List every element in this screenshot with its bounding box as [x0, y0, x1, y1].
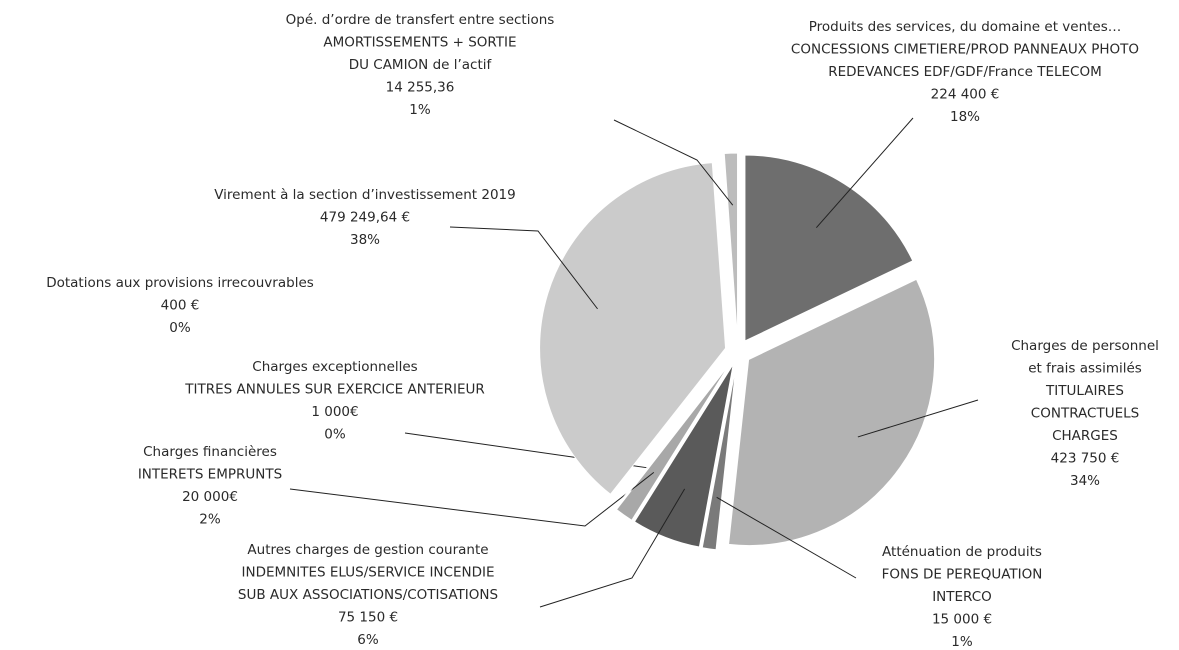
pie-slice — [723, 152, 739, 340]
share-label: 1% — [409, 102, 431, 118]
pie-slice — [744, 154, 914, 342]
value-label: 224 400 € — [931, 87, 1000, 103]
slice-label: et frais assimilés — [1028, 361, 1142, 377]
slice-label: INTERCO — [932, 589, 992, 605]
leader-line — [539, 488, 686, 608]
slice-label: TITULAIRES — [1045, 383, 1124, 399]
pie-slice — [701, 364, 737, 551]
slice-label: TITRES ANNULES SUR EXERCICE ANTERIEUR — [184, 382, 485, 398]
slice-label: DU CAMION de l’actif — [349, 57, 493, 73]
share-label: 34% — [1070, 473, 1100, 489]
slice-label: INDEMNITES ELUS/SERVICE INCENDIE — [242, 565, 495, 581]
share-label: 2% — [199, 512, 221, 528]
value-label: 14 255,36 — [386, 80, 455, 96]
share-label: 38% — [350, 232, 380, 248]
value-label: 400 € — [161, 298, 200, 314]
slice-label: REDEVANCES EDF/GDF/France TELECOM — [828, 64, 1101, 80]
slice-label: Virement à la section d’investissement 2… — [214, 187, 516, 203]
value-label: 75 150 € — [338, 610, 398, 626]
slice-label: AMORTISSEMENTS + SORTIE — [323, 35, 516, 51]
share-label: 6% — [357, 632, 379, 648]
slice-label: Charges financières — [143, 444, 277, 460]
share-label: 0% — [169, 320, 191, 336]
slice-label: Charges exceptionnelles — [252, 359, 417, 375]
leader-line — [716, 496, 857, 579]
slice-label: Atténuation de produits — [882, 544, 1042, 560]
pie-slice — [614, 361, 731, 510]
value-label: 423 750 € — [1051, 451, 1120, 467]
share-label: 18% — [950, 109, 980, 125]
pie-slice — [727, 278, 936, 547]
slice-label: CONCESSIONS CIMETIERE/PROD PANNEAUX PHOT… — [791, 42, 1139, 58]
slice-label: FONS DE PEREQUATION — [882, 567, 1043, 583]
slice-label: CONTRACTUELS — [1031, 406, 1139, 422]
slice-label: SUB AUX ASSOCIATIONS/COTISATIONS — [238, 587, 498, 603]
share-label: 0% — [324, 427, 346, 443]
share-label: 1% — [951, 634, 973, 650]
pie-slice — [539, 162, 727, 495]
slice-label: Produits des services, du domaine et ven… — [809, 19, 1122, 35]
slice-label: Opé. d’ordre de transfert entre sections — [286, 12, 555, 28]
leader-line — [449, 226, 598, 310]
value-label: 1 000€ — [311, 404, 358, 420]
slice-label: Charges de personnel — [1011, 338, 1159, 354]
slice-label: INTERETS EMPRUNTS — [138, 467, 282, 483]
leader-line — [815, 117, 914, 229]
pie-slice — [615, 362, 731, 521]
leader-line — [857, 399, 979, 438]
leader-line — [613, 119, 734, 206]
value-label: 20 000€ — [182, 489, 238, 505]
slice-label: Dotations aux provisions irrecouvrables — [46, 275, 314, 291]
value-label: 479 249,64 € — [320, 210, 410, 226]
pie-slice — [633, 363, 734, 548]
value-label: 15 000 € — [932, 612, 992, 628]
slice-label: Autres charges de gestion courante — [247, 542, 488, 558]
slice-label: CHARGES — [1052, 428, 1118, 444]
